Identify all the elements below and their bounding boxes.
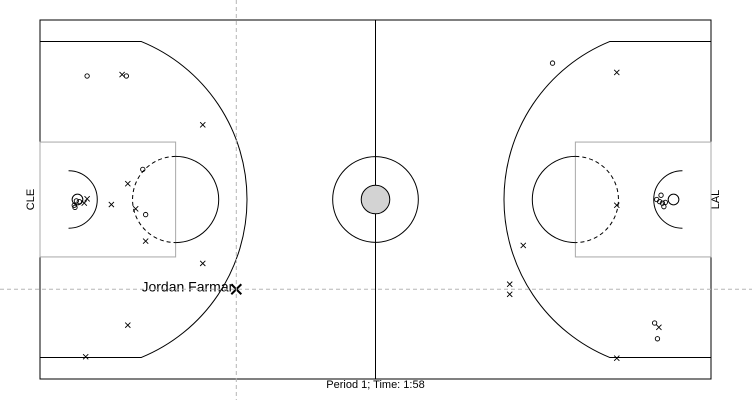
marker-circle xyxy=(123,73,130,79)
marker-circle xyxy=(140,166,146,172)
marker-circle xyxy=(662,199,668,206)
marker-x xyxy=(506,281,513,288)
free-throw-dash-right xyxy=(575,155,619,244)
marker-circle xyxy=(658,192,664,198)
marker-x xyxy=(613,202,620,209)
lane-left xyxy=(39,141,177,258)
hoop-right xyxy=(667,193,680,206)
marker-x xyxy=(119,71,126,78)
free-throw-dash-left xyxy=(132,155,176,244)
marker-x xyxy=(124,180,131,187)
team-label-right: LAL xyxy=(710,190,722,210)
restricted-arc-left xyxy=(68,170,98,229)
marker-circle xyxy=(656,199,663,205)
marker-circle xyxy=(76,199,82,205)
free-throw-arc-left xyxy=(175,155,220,244)
hoop-left xyxy=(71,193,84,206)
team-label-left: CLE xyxy=(25,189,37,210)
marker-x xyxy=(84,195,91,202)
marker-x xyxy=(82,353,89,360)
shot-markers xyxy=(71,60,668,362)
marker-circle xyxy=(72,204,78,211)
court-lines xyxy=(39,19,712,380)
marker-circle xyxy=(84,73,90,79)
marker-x xyxy=(199,260,206,267)
center-circle-outer xyxy=(332,156,419,243)
three-point-line-right xyxy=(503,41,711,358)
marker-x xyxy=(132,205,139,212)
marker-circle xyxy=(549,60,556,66)
chart-caption: Period 1; Time: 1:58 xyxy=(326,379,424,391)
marker-x xyxy=(142,238,149,245)
marker-circle xyxy=(654,336,661,342)
highlight-label: Jordan Farmar xyxy=(141,278,233,294)
marker-x xyxy=(124,322,131,329)
marker-circle xyxy=(142,211,149,218)
marker-x xyxy=(613,69,620,76)
marker-x xyxy=(81,200,88,207)
three-point-line-left xyxy=(40,41,248,358)
restricted-arc-right xyxy=(653,170,683,229)
marker-circle xyxy=(651,320,658,326)
free-throw-arc-right xyxy=(531,155,576,244)
center-circle-inner xyxy=(360,184,391,215)
marker-x xyxy=(199,121,206,128)
marker-x xyxy=(655,324,662,331)
marker-circle xyxy=(73,198,80,204)
marker-x xyxy=(613,355,620,362)
marker-x xyxy=(520,242,527,249)
lane-right xyxy=(574,141,712,258)
marker-x xyxy=(506,291,513,298)
chart-labels: Jordan Farmar CLE LAL Period 1; Time: 1:58 xyxy=(25,189,722,391)
marker-x xyxy=(108,201,115,208)
